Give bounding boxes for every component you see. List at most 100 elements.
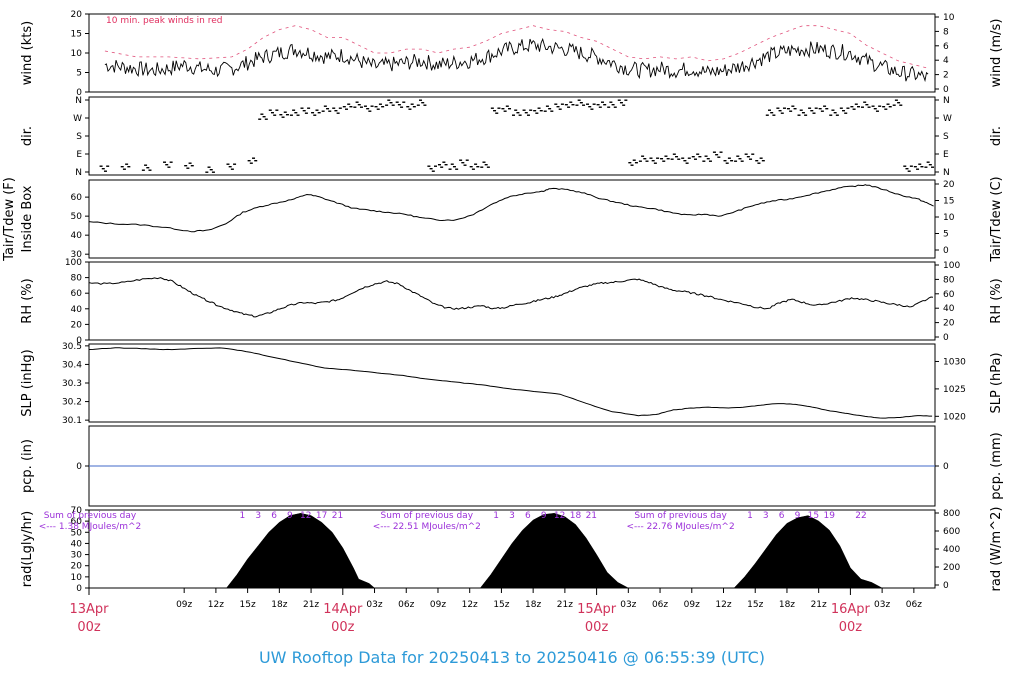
wind-direction-mark xyxy=(497,107,501,109)
local-hour-label: 1 xyxy=(493,511,499,521)
y-tick-label-left: 60 xyxy=(71,289,83,299)
wind-direction-mark xyxy=(391,104,395,106)
wind-direction-mark xyxy=(465,159,469,161)
x-tick-label: 09z xyxy=(430,600,446,610)
wind-direction-mark xyxy=(761,160,765,162)
wind-direction-mark xyxy=(548,108,552,110)
y-tick-label-right: 400 xyxy=(943,545,960,555)
wind-direction-mark xyxy=(842,110,846,112)
wind-direction-mark xyxy=(163,161,167,163)
wind-direction-mark xyxy=(471,168,475,170)
wind-direction-mark xyxy=(918,163,922,165)
y-tick-label-right: 2 xyxy=(943,71,949,81)
y-axis-label-right: pcp. (mm) xyxy=(989,432,1004,499)
wind-direction-mark xyxy=(347,103,351,105)
wind-direction-mark xyxy=(440,166,444,168)
y-axis-label-right: SLP (hPa) xyxy=(989,352,1004,413)
x-tick-label: 15z xyxy=(747,600,763,610)
wind-direction-mark xyxy=(508,108,512,110)
wind-direction-mark xyxy=(452,166,456,168)
wind-direction-mark xyxy=(461,162,465,164)
wind-direction-mark xyxy=(423,104,427,106)
wind-direction-mark xyxy=(300,107,304,109)
y-tick-label-left: 10 xyxy=(71,573,83,583)
y-tick-label-left: N xyxy=(75,168,82,178)
wind-direction-mark xyxy=(666,158,670,160)
y-tick-label-left: S xyxy=(76,132,82,142)
wind-direction-mark xyxy=(122,168,126,170)
wind-direction-mark xyxy=(209,169,213,171)
wind-direction-mark xyxy=(638,160,642,162)
x-tick-label: 15z xyxy=(493,600,509,610)
wind-direction-mark xyxy=(99,165,103,167)
wind-direction-mark xyxy=(529,109,533,111)
day-sum-value: <--- 1.38 MJoules/m^2 xyxy=(39,522,141,532)
wind-direction-mark xyxy=(698,156,702,158)
series-line xyxy=(88,184,934,233)
wind-direction-mark xyxy=(725,162,729,164)
wind-direction-mark xyxy=(888,106,892,108)
wind-direction-mark xyxy=(184,165,188,167)
wind-direction-mark xyxy=(211,171,215,173)
wind-direction-mark xyxy=(283,111,287,113)
wind-direction-mark xyxy=(103,170,107,172)
wind-direction-mark xyxy=(924,166,928,168)
wind-direction-mark xyxy=(376,108,380,110)
y-tick-label-right: 0 xyxy=(943,246,949,256)
wind-direction-mark xyxy=(693,158,697,160)
wind-direction-mark xyxy=(814,107,818,109)
wind-direction-mark xyxy=(165,164,169,166)
wind-direction-mark xyxy=(634,162,638,164)
wind-direction-mark xyxy=(334,110,338,112)
y-tick-label-right: 20 xyxy=(943,319,955,329)
wind-direction-mark xyxy=(353,106,357,108)
wind-direction-mark xyxy=(723,160,727,162)
wind-direction-mark xyxy=(825,108,829,110)
y-axis-label-left: RH (%) xyxy=(20,278,35,323)
x-tick-label: 03z xyxy=(874,600,890,610)
x-tick-label: 03z xyxy=(620,600,636,610)
y-tick-label-left: 60 xyxy=(71,517,83,527)
wind-direction-mark xyxy=(385,104,389,106)
local-hour-label: 12 xyxy=(554,511,565,521)
wind-direction-mark xyxy=(252,157,256,159)
x-tick-label: 06z xyxy=(906,600,922,610)
wind-direction-mark xyxy=(651,160,655,162)
wind-direction-mark xyxy=(328,110,332,112)
wind-direction-mark xyxy=(554,103,558,105)
wind-direction-mark xyxy=(835,114,839,116)
wind-direction-mark xyxy=(571,104,575,106)
wind-direction-mark xyxy=(857,106,860,108)
wind-direction-mark xyxy=(619,102,623,104)
y-axis-label-left: SLP (inHg) xyxy=(20,349,35,417)
wind-direction-mark xyxy=(474,163,478,165)
wind-direction-mark xyxy=(873,108,877,110)
y-tick-label-left: 80 xyxy=(71,274,83,284)
wind-direction-mark xyxy=(514,109,518,111)
y-tick-label-left: 100 xyxy=(65,258,82,268)
wind-annotation: 10 min. peak winds in red xyxy=(106,16,223,26)
wind-direction-mark xyxy=(355,101,359,103)
y-axis-label-right: RH (%) xyxy=(989,278,1004,323)
wind-direction-mark xyxy=(931,166,935,168)
day-sum-label: Sum of previous day xyxy=(44,511,137,521)
wind-direction-mark xyxy=(368,110,372,112)
wind-direction-mark xyxy=(601,101,604,103)
wind-direction-mark xyxy=(607,106,611,108)
wind-direction-mark xyxy=(613,106,617,108)
local-hour-label: 6 xyxy=(779,511,785,521)
wind-direction-mark xyxy=(144,164,148,166)
wind-direction-mark xyxy=(205,171,209,173)
y-tick-label-left: 0 xyxy=(76,88,82,98)
wind-direction-mark xyxy=(342,106,346,108)
y-axis-label-left: dir. xyxy=(20,126,35,146)
peak-wind-series xyxy=(104,25,930,69)
wind-direction-mark xyxy=(582,104,586,106)
y-tick-label-right: N xyxy=(943,168,950,178)
local-hour-label: 17 xyxy=(316,511,327,521)
wind-direction-mark xyxy=(899,104,903,106)
y-tick-label-left: 30.2 xyxy=(62,398,82,408)
y-tick-label-left: 70 xyxy=(71,506,83,516)
wind-direction-mark xyxy=(260,113,264,115)
